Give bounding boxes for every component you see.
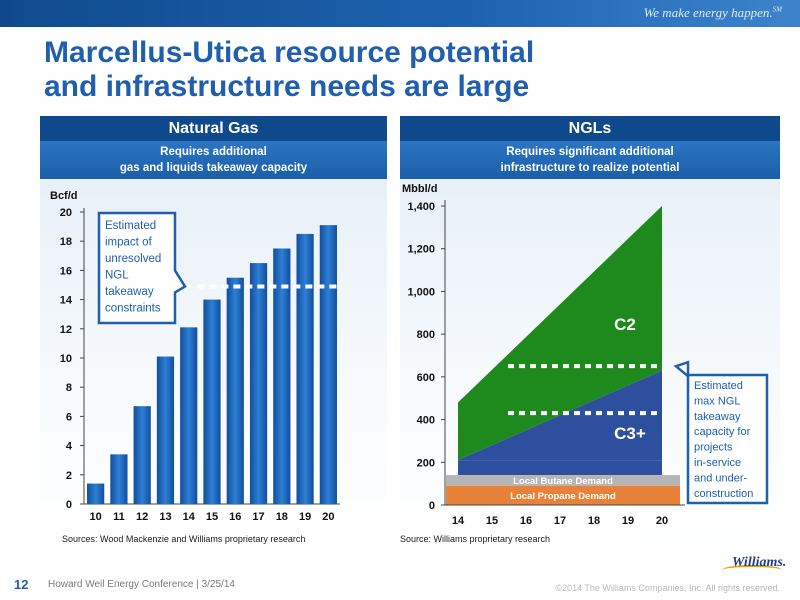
ngl-y-tick-label: 400 — [417, 415, 435, 427]
ngl-callout-text: construction — [694, 488, 753, 500]
page-number: 12 — [14, 577, 29, 592]
copyright: ©2014 The Williams Companies, Inc. All r… — [555, 583, 780, 593]
ngl-panel: NGLs Requires significant additional inf… — [400, 116, 780, 550]
ngl-callout-text: takeaway — [694, 411, 741, 423]
logo-arc — [722, 565, 782, 575]
gas-bar — [319, 225, 337, 504]
ngl-callout-text: and under- — [694, 472, 748, 484]
ngl-y-tick-label: 1,000 — [407, 286, 435, 298]
gas-x-tick-label: 13 — [159, 511, 171, 523]
ngl-x-tick-label: 17 — [554, 515, 566, 527]
gas-x-tick-label: 14 — [183, 511, 196, 523]
ngl-callout-box — [673, 360, 769, 505]
ngl-y-tick-label: 1,200 — [407, 244, 435, 256]
ngl-callout-text: max NGL — [694, 395, 740, 407]
gas-bar — [87, 483, 105, 504]
ngl-band-butane — [446, 475, 680, 486]
gas-callout-text: NGL — [105, 270, 129, 282]
ngl-x-tick-label: 15 — [486, 515, 498, 527]
gas-bar — [226, 277, 244, 504]
natural-gas-source: Sources: Wood Mackenzie and Williams pro… — [62, 534, 306, 544]
ngl-x-tick-label: 18 — [588, 515, 600, 527]
ngl-source: Source: Williams proprietary research — [400, 534, 551, 544]
natural-gas-heading: Natural Gas — [40, 116, 387, 141]
natural-gas-panel: Natural Gas Requires additional gas and … — [40, 116, 387, 550]
ngl-callout-text: capacity for — [694, 426, 751, 438]
ngl-band-label: Local Butane Demand — [513, 476, 613, 487]
natural-gas-subheading: Requires additional gas and liquids take… — [40, 141, 387, 179]
gas-y-tick-label: 14 — [60, 295, 73, 307]
gas-x-tick-label: 12 — [136, 511, 148, 523]
gas-x-tick-label: 19 — [299, 511, 311, 523]
ngl-band-propane — [446, 485, 680, 505]
gas-bar — [180, 327, 198, 504]
title-line-1: Marcellus-Utica resource potential — [44, 36, 535, 69]
ngl-callout-text: in-service — [694, 457, 741, 469]
natural-gas-chart-area: Bcf/d 0 2 4 6 8 10 12 14 16 18 20 10 11 12 13 14 15 16 17 18… — [40, 179, 387, 550]
top-banner: We make energy happen.SM — [0, 0, 800, 27]
gas-bar — [156, 356, 175, 504]
gas-bar — [296, 233, 314, 504]
gas-y-tick-label: 0 — [66, 499, 72, 511]
page-title: Marcellus-Utica resource potential and i… — [44, 36, 534, 104]
natural-gas-chart: Bcf/d 0 2 4 6 8 10 12 14 16 18 20 10 11 12 13 14 15 16 17 18… — [50, 190, 340, 523]
williams-logo: Williams. — [722, 553, 786, 575]
ngl-x-tick-label: 19 — [622, 515, 634, 527]
ngl-x-tick-label: 20 — [656, 515, 668, 527]
ngl-y-axis-label: Mbbl/d — [402, 183, 437, 195]
ngl-x-tick-label: 14 — [452, 515, 465, 527]
gas-x-tick-label: 10 — [90, 511, 102, 523]
gas-y-tick-label: 4 — [66, 441, 73, 453]
gas-bar — [110, 454, 128, 504]
gas-y-axis-label: Bcf/d — [50, 190, 78, 202]
gas-x-tick-label: 20 — [322, 511, 334, 523]
gas-callout-text: impact of — [105, 237, 152, 249]
tagline: We make energy happen.SM — [643, 5, 782, 20]
gas-callout-box — [97, 211, 187, 325]
gas-y-tick-label: 10 — [60, 353, 72, 365]
gas-x-tick-label: 11 — [113, 511, 125, 523]
title-line-2: and infrastructure needs are large — [44, 70, 530, 103]
gas-x-tick-label: 18 — [276, 511, 288, 523]
gas-callout-text: Estimated — [105, 220, 156, 232]
gas-bar — [273, 248, 291, 504]
gas-y-tick-label: 12 — [60, 324, 72, 336]
ngl-chart-area: Mbbl/d Local Butane Demand Local Propane D… — [400, 179, 780, 550]
ngl-band-label: Local Propane Demand — [510, 491, 616, 502]
gas-bar — [133, 406, 151, 504]
ngl-callout-text: Estimated — [694, 380, 743, 392]
gas-y-tick-label: 8 — [66, 382, 72, 394]
gas-y-tick-label: 16 — [60, 265, 72, 277]
ngl-area-c2 — [458, 206, 662, 461]
gas-x-tick-label: 17 — [252, 511, 264, 523]
ngl-series-label-c3: C3+ — [614, 424, 646, 443]
ngl-y-tick-label: 0 — [429, 500, 435, 512]
gas-callout-text: unresolved — [105, 253, 161, 265]
ngl-chart: Mbbl/d Local Butane Demand Local Propane D… — [402, 183, 769, 527]
gas-x-tick-label: 16 — [229, 511, 241, 523]
ngl-y-tick-label: 800 — [417, 329, 435, 341]
gas-y-tick-label: 20 — [60, 207, 72, 219]
logo-wordmark: Williams. — [732, 555, 787, 570]
gas-bar — [249, 263, 268, 504]
gas-y-tick-label: 18 — [60, 236, 72, 248]
ngl-subheading: Requires significant additional infrastr… — [400, 141, 780, 179]
gas-y-tick-label: 6 — [66, 411, 72, 423]
ngl-y-tick-label: 1,400 — [407, 201, 435, 213]
gas-callout-text: constraints — [105, 303, 161, 315]
gas-x-tick-label: 15 — [206, 511, 218, 523]
ngl-area-c3-base — [458, 460, 662, 476]
gas-callout-text: takeaway — [105, 286, 154, 298]
ngl-y-tick-label: 600 — [417, 372, 435, 384]
ngl-x-tick-label: 16 — [520, 515, 532, 527]
footer-event: Howard Weil Energy Conference | 3/25/14 — [48, 579, 235, 590]
ngl-heading: NGLs — [400, 116, 780, 141]
ngl-series-label-c2: C2 — [614, 315, 636, 334]
gas-bar — [203, 299, 221, 504]
ngl-y-tick-label: 200 — [417, 457, 435, 469]
ngl-callout-text: projects — [694, 442, 733, 454]
gas-y-tick-label: 2 — [66, 470, 72, 482]
